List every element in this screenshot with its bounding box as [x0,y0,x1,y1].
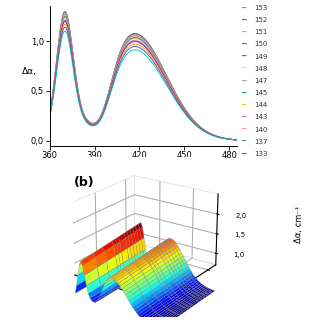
Text: —: — [242,101,246,110]
Text: 151: 151 [254,29,268,35]
Text: —: — [242,76,246,85]
Text: 150: 150 [254,42,268,47]
Text: 145: 145 [254,90,268,96]
Text: 133: 133 [254,151,268,157]
Text: 152: 152 [254,17,268,23]
Text: 149: 149 [254,54,268,60]
Text: 153: 153 [254,5,268,11]
Text: —: — [242,125,246,134]
Text: 137: 137 [254,139,268,145]
Text: —: — [242,16,246,25]
Text: —: — [242,64,246,73]
Text: 140: 140 [254,127,268,132]
Text: 143: 143 [254,115,268,120]
Text: —: — [242,149,246,158]
Text: —: — [242,113,246,122]
Text: (b): (b) [74,176,94,189]
Text: 148: 148 [254,66,268,72]
Text: —: — [242,137,246,146]
Text: 147: 147 [254,78,268,84]
Text: —: — [242,52,246,61]
Text: —: — [242,40,246,49]
Y-axis label: Δα,: Δα, [22,67,37,76]
X-axis label: λ, nm: λ, nm [131,163,156,172]
Text: —: — [242,89,246,98]
Text: 144: 144 [254,102,268,108]
Text: —: — [242,28,246,37]
Text: —: — [242,4,246,12]
